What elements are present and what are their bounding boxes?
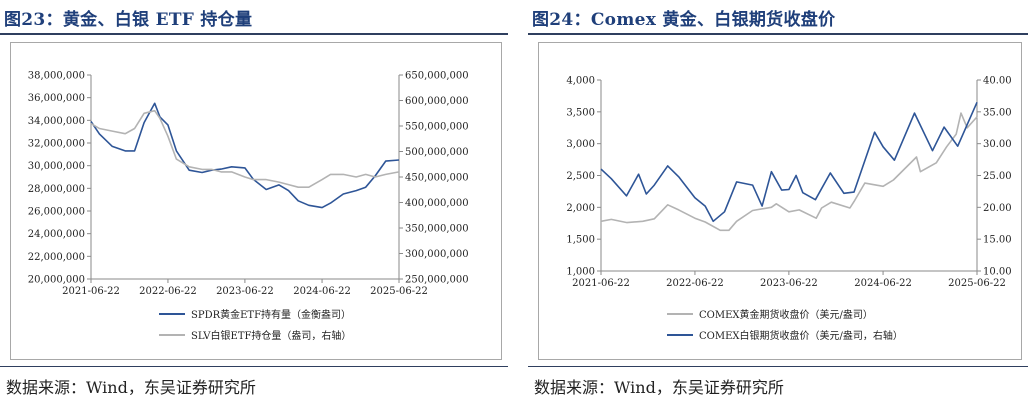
x-tick-label: 2023-06-22 (760, 278, 818, 289)
y-right-tick-label: 40.00 (983, 76, 1012, 87)
series-line-0 (90, 102, 400, 209)
y-right-tick-label: 500,000,000 (405, 147, 469, 158)
panel-comex-futures-prices: 图24：Comex 黄金、白银期货收盘价 1,000 1,500 2,000 2,50… (528, 0, 1032, 402)
x-tick-label: 2024-06-22 (854, 278, 912, 289)
legend-swatch-spdr (159, 312, 185, 315)
y-left-tick-label: 3,500 (566, 107, 595, 118)
chart-title: 图23：黄金、白银 ETF 持仓量 (4, 10, 253, 30)
legend-item-slv: SLV白银ETF持仓量（盎司，右轴） (159, 327, 351, 342)
y-right-tick-label: 10.00 (983, 267, 1012, 278)
y-right-tick-label: 550,000,000 (405, 122, 469, 133)
y-left-tick-label: 32,000,000 (28, 139, 85, 150)
legend-swatch-slv (159, 333, 185, 336)
legend-swatch-silver (667, 333, 693, 336)
series-line-1 (90, 109, 400, 188)
y-left-tick-label: 24,000,000 (28, 229, 85, 240)
y-left-tick-label: 36,000,000 (28, 93, 85, 104)
y-right-tick-label: 20.00 (983, 203, 1012, 214)
chart-frame: 1,000 1,500 2,000 2,500 3,000 3,500 4,000 10.00… (538, 42, 1022, 360)
x-tick-label: 2023-06-22 (216, 286, 274, 297)
y-right-tick-label: 250,000,000 (405, 275, 469, 286)
y-right-tick-label: 15.00 (983, 235, 1012, 246)
y-left-tick-label: 28,000,000 (28, 184, 85, 195)
y-right-tick-label: 25.00 (983, 171, 1012, 182)
data-source-note: 数据来源：Wind，东吴证券研究所 (6, 378, 256, 397)
x-tick-label: 2021-06-22 (62, 286, 120, 297)
x-tick-label: 2025-06-22 (370, 286, 428, 297)
y-right-tick-label: 350,000,000 (405, 224, 469, 235)
x-tick-label: 2021-06-22 (572, 278, 630, 289)
y-left-tick-label: 22,000,000 (28, 252, 85, 263)
chart-etf-holdings: 20,000,000 22,000,000 24,000,000 26,000,000… (28, 71, 469, 298)
y-left-tick-label: 2,000 (566, 203, 595, 214)
chart-frame: 20,000,000 22,000,000 24,000,000 26,000,000… (10, 42, 502, 360)
y-left-tick-label: 1,000 (566, 267, 595, 278)
x-tick-label: 2022-06-22 (139, 286, 197, 297)
y-left-tick-label: 34,000,000 (28, 116, 85, 127)
source-divider (528, 366, 1028, 367)
chart-title: 图24：Comex 黄金、白银期货收盘价 (532, 10, 836, 30)
y-right-tick-label: 600,000,000 (405, 96, 469, 107)
legend-label-spdr: SPDR黄金ETF持有量（金衡盎司） (191, 310, 352, 321)
y-left-tick-label: 38,000,000 (28, 71, 85, 82)
legend-item-silver: COMEX白银期货收盘价（美元/盎司，右轴） (667, 327, 903, 342)
y-left-tick-label: 3,000 (566, 139, 595, 150)
series-line-0 (600, 112, 978, 232)
title-divider (0, 33, 508, 35)
y-left-tick-label: 2,500 (566, 171, 595, 182)
y-right-tick-label: 35.00 (983, 107, 1012, 118)
y-right-tick-label: 400,000,000 (405, 198, 469, 209)
panel-gold-silver-etf-holdings: 图23：黄金、白银 ETF 持仓量 20,000,000 22,000,000 24… (0, 0, 512, 402)
y-left-tick-label: 26,000,000 (28, 207, 85, 218)
legend-item-spdr: SPDR黄金ETF持有量（金衡盎司） (159, 306, 351, 321)
x-tick-label: 2024-06-22 (293, 286, 351, 297)
data-source-note: 数据来源：Wind，东吴证券研究所 (534, 378, 784, 397)
y-right-tick-label: 650,000,000 (405, 71, 469, 82)
x-tick-label: 2025-06-22 (948, 278, 1006, 289)
y-right-tick-label: 30.00 (983, 139, 1012, 150)
series-line-1 (600, 101, 978, 223)
x-tick-label: 2022-06-22 (666, 278, 724, 289)
chart-comex-prices: 1,000 1,500 2,000 2,500 3,000 3,500 4,000 10.00… (566, 76, 1012, 290)
y-left-tick-label: 30,000,000 (28, 161, 85, 172)
y-left-tick-label: 4,000 (566, 76, 595, 87)
legend-item-gold: COMEX黄金期货收盘价（美元/盎司） (667, 306, 873, 321)
legend-label-slv: SLV白银ETF持仓量（盎司，右轴） (191, 331, 352, 342)
y-right-tick-label: 300,000,000 (405, 249, 469, 260)
y-left-tick-label: 20,000,000 (28, 275, 85, 286)
y-right-tick-label: 450,000,000 (405, 173, 469, 184)
legend-label-silver: COMEX白银期货收盘价（美元/盎司，右轴） (699, 331, 903, 342)
legend-swatch-gold (667, 312, 693, 315)
title-divider (528, 33, 1028, 35)
y-left-tick-label: 1,500 (566, 235, 595, 246)
legend-label-gold: COMEX黄金期货收盘价（美元/盎司） (699, 310, 873, 321)
source-divider (0, 366, 508, 367)
